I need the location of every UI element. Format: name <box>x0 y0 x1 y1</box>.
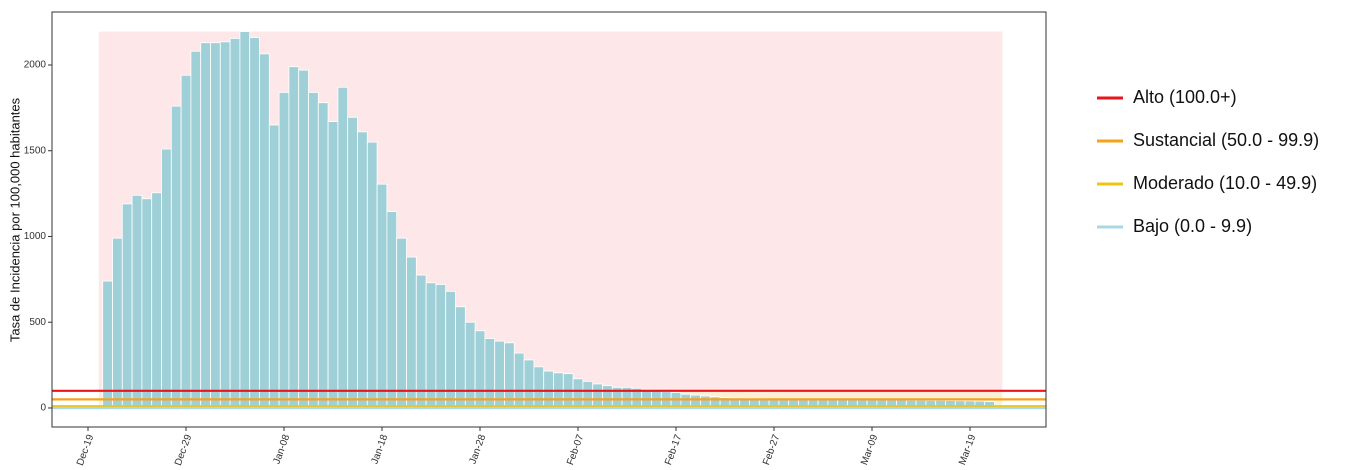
x-tick-label: Jan-28 <box>468 433 489 466</box>
bar <box>190 50 202 409</box>
bar <box>523 359 535 409</box>
bar <box>602 385 613 409</box>
bar <box>494 340 505 409</box>
bar <box>474 330 486 409</box>
bar <box>219 41 231 409</box>
x-tick-label: Feb-27 <box>761 433 782 467</box>
bar <box>464 321 476 409</box>
bar <box>406 256 417 409</box>
bar <box>386 211 398 409</box>
bar <box>592 383 603 409</box>
bar <box>317 102 329 409</box>
bar <box>112 237 123 409</box>
legend-label: Alto (100.0+) <box>1133 87 1237 107</box>
y-tick-label: 0 <box>40 403 46 414</box>
x-tick-label: Mar-09 <box>859 433 880 467</box>
x-tick-label: Jan-08 <box>272 433 293 466</box>
bar <box>259 53 270 409</box>
bar <box>278 92 290 409</box>
bar <box>141 198 153 409</box>
bar <box>229 38 241 409</box>
bar <box>572 378 584 409</box>
bar <box>298 69 309 409</box>
x-tick-label: Feb-17 <box>663 433 684 467</box>
bar <box>170 105 182 409</box>
bar <box>582 380 594 409</box>
bar <box>376 183 388 409</box>
bar <box>347 116 358 409</box>
legend-label: Bajo (0.0 - 9.9) <box>1133 216 1252 236</box>
bar <box>366 141 378 409</box>
x-tick-label: Dec-19 <box>75 433 97 467</box>
bar <box>543 370 554 409</box>
bar <box>425 282 437 409</box>
x-tick-label: Mar-19 <box>957 433 978 467</box>
bar <box>327 121 339 409</box>
bar <box>239 31 251 409</box>
legend-label: Sustancial (50.0 - 99.9) <box>1133 130 1319 150</box>
bar <box>249 37 260 409</box>
bar <box>210 42 221 409</box>
x-tick-label: Dec-29 <box>173 433 195 467</box>
y-tick-label: 2000 <box>24 60 47 71</box>
panel-border <box>51 11 1047 428</box>
bar <box>357 131 368 409</box>
bar <box>200 42 211 409</box>
bar <box>415 274 427 409</box>
bar <box>504 342 515 409</box>
legend-label: Moderado (10.0 - 49.9) <box>1133 173 1317 193</box>
bar <box>102 280 113 409</box>
y-tick-label: 1000 <box>24 231 47 242</box>
bar <box>161 148 172 409</box>
bar <box>268 124 280 409</box>
bar <box>131 194 143 409</box>
bar <box>121 203 133 409</box>
y-axis-label: Tasa de Incidencia por 100,000 habitante… <box>7 97 22 342</box>
bar <box>308 92 319 409</box>
bar <box>455 306 466 409</box>
bar <box>180 74 192 409</box>
bar <box>484 338 496 409</box>
y-tick-label: 500 <box>29 317 46 328</box>
bar <box>288 66 300 409</box>
bar <box>396 237 407 409</box>
y-tick-label: 1500 <box>24 145 47 156</box>
bar <box>533 366 545 409</box>
bar <box>151 192 162 409</box>
x-tick-label: Feb-07 <box>565 433 586 467</box>
bar <box>337 86 349 409</box>
x-tick-label: Jan-18 <box>370 433 391 466</box>
bar <box>435 284 447 409</box>
